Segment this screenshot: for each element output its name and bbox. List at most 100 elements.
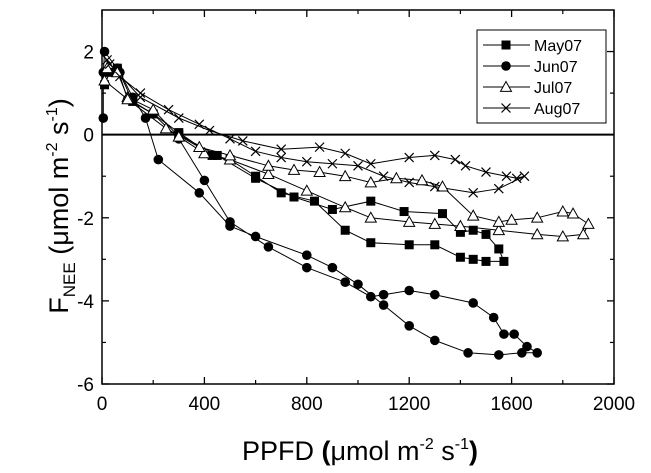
- data-point-aug07: [460, 160, 471, 171]
- data-point-aug07: [276, 152, 287, 163]
- x-axis-title-mu: μ: [330, 436, 346, 466]
- data-point-aug07: [104, 59, 115, 69]
- data-point-jul07: [582, 217, 595, 229]
- data-point-aug07: [114, 71, 125, 82]
- data-point-may07: [212, 150, 222, 160]
- data-point-aug07: [250, 146, 261, 157]
- data-point-may07: [404, 240, 414, 250]
- data-point-jul07: [198, 146, 211, 159]
- data-point-aug07: [173, 113, 184, 123]
- data-point-jul07: [556, 229, 570, 242]
- data-point-jul07: [530, 227, 544, 240]
- data-point-jul07: [492, 223, 506, 236]
- data-point-may07: [251, 173, 261, 183]
- data-point-jul07: [364, 175, 378, 188]
- data-point-may07: [455, 227, 465, 237]
- y-axis-title-exp: -2: [44, 142, 61, 156]
- x-axis-title: PPFD (μmol m-2 s-1): [242, 436, 478, 466]
- data-point-aug07: [353, 160, 363, 171]
- data-point-may07: [437, 209, 447, 219]
- y-axis-title-unit: (μmol m: [44, 157, 74, 263]
- data-point-aug07: [501, 171, 512, 182]
- data-point-jun07: [250, 231, 261, 242]
- data-point-may07: [340, 225, 350, 235]
- data-point-aug07: [314, 142, 325, 153]
- data-point-jul07: [428, 217, 442, 229]
- data-point-jul07: [313, 165, 326, 177]
- data-point-jul07: [576, 227, 590, 240]
- data-point-jul07: [530, 211, 544, 223]
- data-point-jul07: [364, 211, 378, 223]
- data-point-jun07: [494, 350, 504, 360]
- data-point-jul07: [505, 213, 518, 225]
- x-tick-label: 800: [291, 394, 323, 415]
- data-point-may07: [207, 150, 217, 160]
- data-point-jul07: [262, 159, 275, 171]
- data-point-aug07: [468, 187, 479, 198]
- data-point-jun07: [302, 250, 312, 260]
- x-axis-title-exp2: -1: [455, 436, 469, 453]
- data-point-aug07: [378, 171, 389, 182]
- data-point-jul07: [390, 171, 403, 184]
- data-point-jun07: [430, 335, 440, 346]
- data-point-jun07: [353, 279, 363, 290]
- data-point-jun07: [378, 289, 389, 300]
- data-point-aug07: [163, 104, 174, 115]
- y-tick-label: -6: [77, 375, 94, 396]
- data-point-aug07: [404, 177, 415, 188]
- data-point-jul07: [492, 215, 506, 227]
- data-point-aug07: [481, 167, 491, 177]
- data-point-aug07: [519, 171, 530, 182]
- data-point-jun07: [404, 321, 415, 331]
- data-point-may07: [399, 207, 409, 217]
- y-axis-title-exp2: -1: [44, 107, 61, 121]
- y-axis-title-mid: s: [44, 121, 74, 142]
- data-point-jun07: [366, 291, 376, 302]
- legend-label-jun07: Jun07: [534, 59, 578, 76]
- data-point-jun07: [327, 262, 338, 273]
- legend-label-jul07: Jul07: [534, 80, 572, 97]
- data-point-may07: [481, 229, 491, 239]
- data-point-jun07: [140, 113, 151, 123]
- data-point-may07: [494, 244, 504, 254]
- data-point-jun07: [153, 154, 164, 165]
- legend-marker-jun07: [501, 61, 511, 71]
- series-line-jun07: [102, 50, 539, 356]
- data-point-jun07: [468, 298, 479, 308]
- y-axis-title: FNEE (μmol m-2 s-1): [44, 98, 79, 314]
- data-point-jun07: [522, 341, 532, 352]
- data-point-jun07: [488, 312, 499, 323]
- data-point-may07: [366, 196, 376, 206]
- data-point-aug07: [327, 158, 338, 169]
- data-point-aug07: [429, 150, 440, 161]
- axis-ticks: [101, 10, 615, 385]
- data-point-jun07: [378, 300, 389, 310]
- data-point-aug07: [135, 92, 146, 103]
- data-point-may07: [327, 204, 337, 214]
- data-point-jul07: [287, 163, 301, 175]
- data-point-may07: [468, 254, 478, 264]
- x-axis-title-main: PPFD: [242, 436, 322, 466]
- y-axis-title-main: F: [44, 297, 74, 314]
- data-point-jul07: [192, 140, 206, 153]
- data-point-jun07: [194, 188, 205, 198]
- data-point-may07: [309, 196, 319, 206]
- data-point-jun07: [99, 46, 110, 57]
- y-tick-label: -2: [77, 209, 94, 230]
- legend-label-may07: May07: [534, 38, 582, 55]
- y-axis-title-sub: NEE: [60, 262, 79, 297]
- y-axis-title-close: ): [44, 98, 74, 107]
- data-point-jul07: [223, 148, 237, 161]
- data-point-jun07: [532, 348, 542, 358]
- x-axis-title-exp: -2: [420, 436, 434, 453]
- data-point-jun07: [340, 277, 351, 287]
- data-point-jun07: [263, 242, 274, 252]
- x-tick-label: 0: [97, 394, 108, 415]
- data-point-may07: [366, 238, 376, 248]
- data-point-jun07: [404, 285, 415, 296]
- data-point-jul07: [338, 200, 352, 213]
- data-point-jun07: [509, 329, 519, 339]
- x-tick-label: 400: [189, 394, 221, 415]
- legend-marker-aug07: [501, 103, 511, 113]
